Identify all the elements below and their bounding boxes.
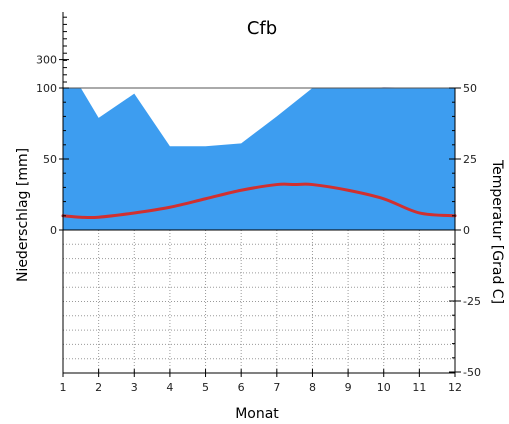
grid-layer — [63, 230, 455, 373]
x-tick-label: 11 — [412, 381, 426, 394]
x-tick-label: 10 — [377, 381, 391, 394]
left-tick-label: 50 — [43, 153, 57, 166]
x-tick-label: 8 — [309, 381, 316, 394]
left-tick-label: 300 — [36, 54, 57, 67]
right-tick-label: 25 — [463, 153, 477, 166]
x-tick-label: 5 — [202, 381, 209, 394]
x-tick-label: 7 — [273, 381, 280, 394]
chart-title: Cfb — [247, 18, 277, 39]
y-axis-label-left: Niederschlag [mm] — [15, 148, 31, 282]
temperature-line — [61, 182, 457, 220]
x-tick-label: 2 — [95, 381, 102, 394]
right-tick-label: 50 — [463, 82, 477, 95]
y-axis-label-right: Temperatur [Grad C] — [489, 159, 505, 304]
x-tick-label: 3 — [131, 381, 138, 394]
x-tick-label: 12 — [448, 381, 462, 394]
right-tick-label: -50 — [463, 366, 481, 379]
x-axis-label: Monat — [235, 406, 279, 422]
x-tick-label: 6 — [238, 381, 245, 394]
data-layer — [61, 87, 457, 230]
right-tick-label: 0 — [463, 224, 470, 237]
left-tick-label: 0 — [50, 224, 57, 237]
x-tick-label: 4 — [166, 381, 173, 394]
x-tick-label: 1 — [60, 381, 67, 394]
right-tick-label: -25 — [463, 295, 481, 308]
precipitation-area — [63, 88, 455, 230]
x-tick-label: 9 — [345, 381, 352, 394]
left-tick-label: 100 — [36, 82, 57, 95]
